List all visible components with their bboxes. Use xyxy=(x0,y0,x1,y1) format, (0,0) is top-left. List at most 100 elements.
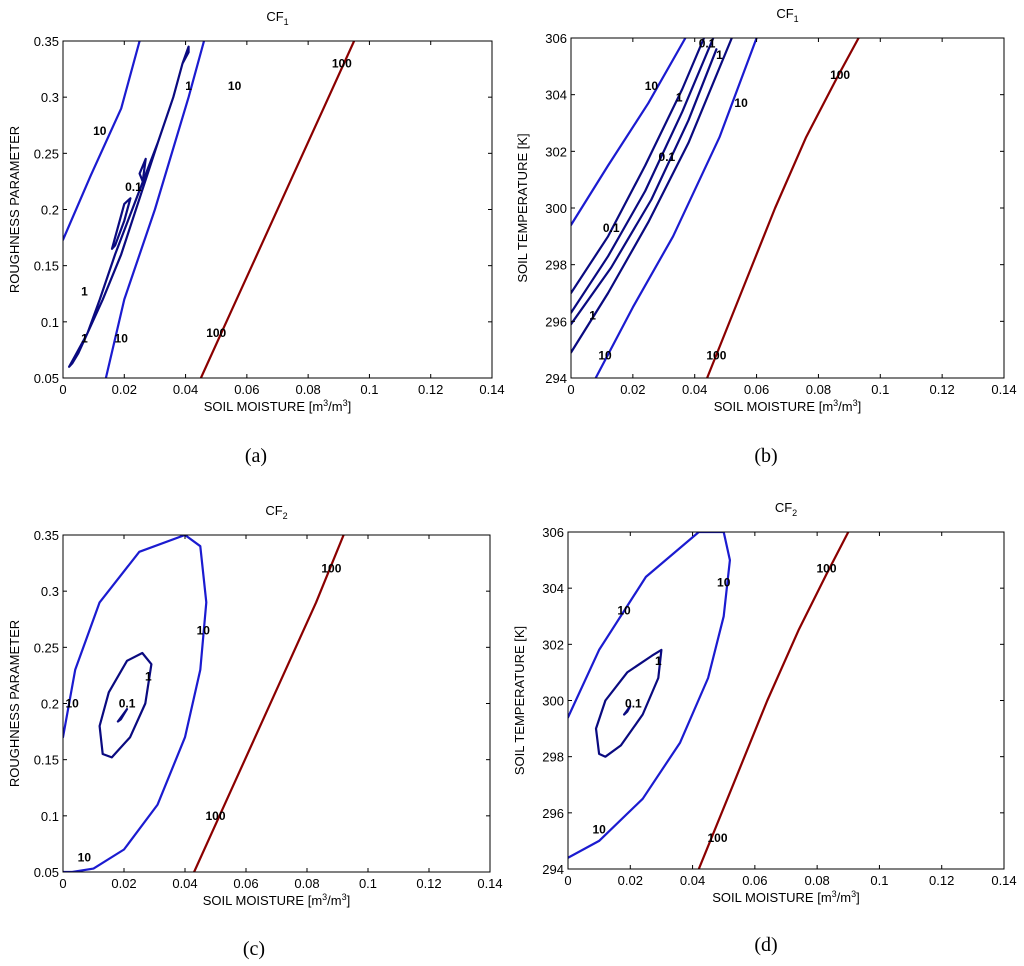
y-tick-label: 296 xyxy=(542,806,564,821)
plot-area xyxy=(63,535,490,872)
chart-title: CF2 xyxy=(775,500,797,518)
x-tick-label: 0.04 xyxy=(172,876,197,891)
contour-label: 1 xyxy=(655,654,662,668)
contour-label: 100 xyxy=(321,562,341,576)
x-tick-label: 0.1 xyxy=(871,382,889,397)
contour-line-100 xyxy=(705,38,860,378)
y-tick-label: 0.35 xyxy=(34,34,59,49)
contour-label: 0.1 xyxy=(625,696,642,710)
y-axis-label: SOIL TEMPERATURE [K] xyxy=(515,133,530,282)
x-tick-label: 0.1 xyxy=(360,382,378,397)
x-axis-label: SOIL MOISTURE [m3/m3] xyxy=(204,398,352,414)
y-tick-label: 294 xyxy=(545,371,567,386)
contour-line-0.1 xyxy=(571,48,718,326)
x-axis-label: SOIL MOISTURE [m3/m3] xyxy=(712,889,860,905)
contour-line-0.1 xyxy=(622,704,632,716)
x-tick-label: 0 xyxy=(59,876,66,891)
contour-line-1 xyxy=(594,648,663,758)
x-tick-label: 0.02 xyxy=(112,382,137,397)
y-tick-label: 306 xyxy=(545,31,567,46)
y-tick-label: 0.1 xyxy=(41,809,59,824)
contour-line-10 xyxy=(568,532,732,859)
y-tick-label: 304 xyxy=(545,88,567,103)
contour-label: 10 xyxy=(78,850,92,864)
contour-label: 10 xyxy=(228,79,242,93)
y-tick-label: 0.15 xyxy=(34,259,59,274)
contour-line-100 xyxy=(199,41,356,378)
contour-label: 100 xyxy=(332,56,352,70)
x-tick-label: 0 xyxy=(564,873,571,888)
contour-line-0.1 xyxy=(110,197,132,250)
contour-line-10 xyxy=(104,41,206,378)
x-tick-label: 0.06 xyxy=(744,382,769,397)
chart-title: CF1 xyxy=(776,6,798,24)
x-tick-label: 0.06 xyxy=(234,382,259,397)
panel-caption: (a) xyxy=(245,445,267,467)
contour-label: 10 xyxy=(617,604,631,618)
contour-label: 1 xyxy=(716,48,723,62)
contour-label: 10 xyxy=(645,79,659,93)
contour-line-1 xyxy=(571,38,733,354)
y-tick-label: 302 xyxy=(542,637,564,652)
contour-line-10 xyxy=(571,38,687,227)
y-tick-label: 294 xyxy=(542,862,564,877)
contour-line-100 xyxy=(193,535,345,872)
contour-label: 0.1 xyxy=(119,697,136,711)
y-tick-label: 298 xyxy=(545,258,567,273)
contour-label: 10 xyxy=(598,348,612,362)
contour-line-10 xyxy=(63,535,208,872)
y-axis-label: SOIL TEMPERATURE [K] xyxy=(512,626,527,775)
x-tick-label: 0.12 xyxy=(418,382,443,397)
y-tick-label: 0.25 xyxy=(34,146,59,161)
contour-label: 1 xyxy=(589,309,596,323)
y-tick-label: 0.3 xyxy=(41,90,59,105)
contour-label: 1 xyxy=(145,670,152,684)
x-tick-label: 0.04 xyxy=(682,382,707,397)
contour-line-10 xyxy=(63,41,141,241)
x-tick-label: 0.08 xyxy=(295,382,320,397)
contour-label: 0.1 xyxy=(699,37,716,51)
x-tick-label: 0.06 xyxy=(742,873,767,888)
y-tick-label: 298 xyxy=(542,750,564,765)
contour-line-10 xyxy=(594,38,758,378)
contour-lines xyxy=(568,532,850,869)
contour-label: 10 xyxy=(592,823,606,837)
contour-label: 100 xyxy=(206,326,226,340)
contour-label: 10 xyxy=(734,96,748,110)
x-tick-label: 0.12 xyxy=(416,876,441,891)
contour-label: 10 xyxy=(717,576,731,590)
contour-line-1 xyxy=(138,157,147,183)
contour-label: 100 xyxy=(205,809,225,823)
y-tick-label: 300 xyxy=(545,201,567,216)
panel-a: 10 10 10 1 1 1 0.1 100 100 0 0.02 0.04 0.06 0.08 0.1 0.… xyxy=(7,9,505,467)
x-tick-label: 0.14 xyxy=(479,382,504,397)
y-tick-label: 0.2 xyxy=(41,203,59,218)
contour-line-1 xyxy=(98,651,153,759)
y-axis-label: ROUGHNESS PARAMETER xyxy=(7,126,22,293)
contour-label: 0.1 xyxy=(603,221,620,235)
plot-area xyxy=(568,532,1004,869)
y-tick-label: 304 xyxy=(542,581,564,596)
contour-label: 1 xyxy=(676,91,683,105)
x-tick-label: 0.08 xyxy=(294,876,319,891)
y-tick-label: 0.3 xyxy=(41,584,59,599)
x-tick-label: 0.06 xyxy=(233,876,258,891)
y-tick-label: 0.15 xyxy=(34,753,59,768)
contour-lines xyxy=(571,38,860,378)
contour-label: 100 xyxy=(830,68,850,82)
contour-line-1 xyxy=(67,45,190,368)
panel-d: 10 10 10 1 0.1 100 100 0 0.02 0.04 0.06 0.08 0.1 0.12… xyxy=(512,500,1017,956)
y-tick-label: 300 xyxy=(542,694,564,709)
contour-label: 0.1 xyxy=(125,180,142,194)
contour-label: 10 xyxy=(65,697,79,711)
x-tick-label: 0 xyxy=(59,382,66,397)
contour-label: 10 xyxy=(93,124,107,138)
x-tick-label: 0.1 xyxy=(359,876,377,891)
plot-area xyxy=(571,38,1004,378)
x-tick-label: 0 xyxy=(567,382,574,397)
x-tick-label: 0.04 xyxy=(173,382,198,397)
contour-label: 1 xyxy=(81,332,88,346)
contour-label: 100 xyxy=(707,831,727,845)
